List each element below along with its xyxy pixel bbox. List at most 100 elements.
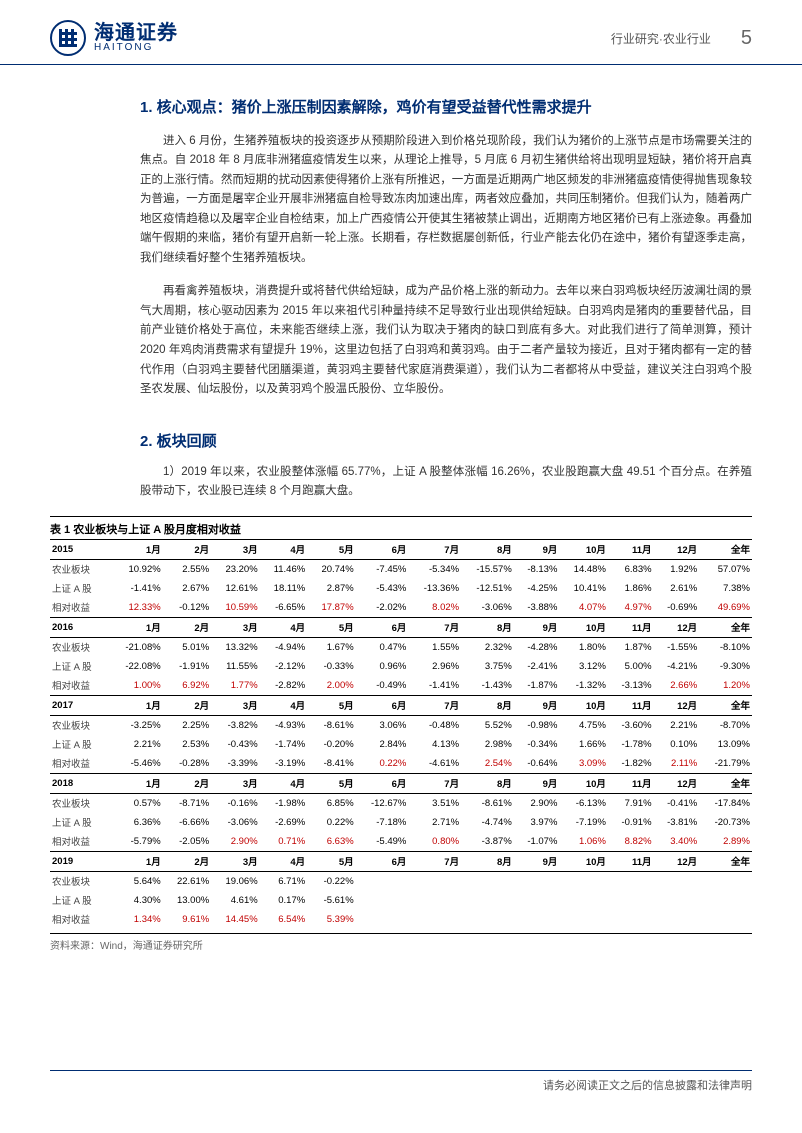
month-header: 8月 (461, 773, 514, 793)
month-header: 5月 (307, 851, 355, 871)
row-label: 上证 A 股 (50, 579, 110, 598)
month-header: 7月 (408, 617, 461, 637)
data-cell: -3.87% (461, 832, 514, 852)
month-header: 7月 (408, 773, 461, 793)
data-cell: 2.90% (211, 832, 259, 852)
data-cell: 6.54% (260, 910, 308, 929)
data-cell: 1.77% (211, 676, 259, 696)
data-cell: -7.19% (559, 813, 607, 832)
data-cell: -22.08% (110, 657, 163, 676)
month-header: 12月 (654, 539, 700, 559)
data-cell: 4.97% (608, 598, 654, 618)
data-cell: -1.41% (408, 676, 461, 696)
data-cell (559, 910, 607, 929)
data-cell: -2.82% (260, 676, 308, 696)
data-cell: 2.61% (654, 579, 700, 598)
data-cell: -8.10% (699, 637, 752, 657)
logo-cn: 海通证券 (94, 23, 178, 43)
data-cell: 8.02% (408, 598, 461, 618)
data-cell: -8.41% (307, 754, 355, 774)
month-header: 3月 (211, 851, 259, 871)
data-cell: -0.91% (608, 813, 654, 832)
data-cell: 5.00% (608, 657, 654, 676)
data-cell: 6.85% (307, 793, 355, 813)
data-cell: -3.81% (654, 813, 700, 832)
row-label: 上证 A 股 (50, 735, 110, 754)
data-cell: 3.97% (514, 813, 560, 832)
data-cell (356, 891, 409, 910)
data-cell: -7.45% (356, 559, 409, 579)
month-header: 4月 (260, 851, 308, 871)
month-header: 1月 (110, 695, 163, 715)
data-cell: 4.30% (110, 891, 163, 910)
data-cell: -0.49% (356, 676, 409, 696)
row-label: 相对收益 (50, 676, 110, 696)
month-header: 11月 (608, 539, 654, 559)
data-cell: -4.61% (408, 754, 461, 774)
month-header: 10月 (559, 695, 607, 715)
month-header: 4月 (260, 617, 308, 637)
header-right: 行业研究·农业行业 5 (611, 27, 752, 50)
month-header: 6月 (356, 773, 409, 793)
returns-table: 20151月2月3月4月5月6月7月8月9月10月11月12月全年农业板块10.… (50, 539, 752, 929)
month-header: 12月 (654, 617, 700, 637)
data-cell: -0.69% (654, 598, 700, 618)
logo-area: 海通证券 HAITONG (50, 20, 178, 56)
data-cell: -1.78% (608, 735, 654, 754)
logo-text: 海通证券 HAITONG (94, 23, 178, 53)
month-header: 3月 (211, 773, 259, 793)
year-cell: 2016 (50, 617, 110, 637)
table-row: 农业板块10.92%2.55%23.20%11.46%20.74%-7.45%-… (50, 559, 752, 579)
month-header: 11月 (608, 617, 654, 637)
data-cell: -5.49% (356, 832, 409, 852)
data-cell: 13.00% (163, 891, 211, 910)
row-label: 相对收益 (50, 754, 110, 774)
data-cell: 1.00% (110, 676, 163, 696)
data-cell: -9.30% (699, 657, 752, 676)
year-cell: 2019 (50, 851, 110, 871)
data-cell: -0.12% (163, 598, 211, 618)
data-cell: 3.75% (461, 657, 514, 676)
data-cell: -2.69% (260, 813, 308, 832)
data-cell: -8.71% (163, 793, 211, 813)
table-row: 相对收益1.34%9.61%14.45%6.54%5.39% (50, 910, 752, 929)
data-cell: -6.66% (163, 813, 211, 832)
doc-category: 行业研究·农业行业 (611, 30, 711, 47)
data-cell: 1.20% (699, 676, 752, 696)
data-cell: 6.71% (260, 871, 308, 891)
data-cell: -6.13% (559, 793, 607, 813)
year-cell: 2017 (50, 695, 110, 715)
data-cell: -5.61% (307, 891, 355, 910)
data-cell: 2.89% (699, 832, 752, 852)
month-header: 6月 (356, 617, 409, 637)
data-cell: -0.41% (654, 793, 700, 813)
data-cell (461, 871, 514, 891)
data-cell: 5.39% (307, 910, 355, 929)
data-cell: 4.61% (211, 891, 259, 910)
month-header: 10月 (559, 539, 607, 559)
month-header: 2月 (163, 695, 211, 715)
data-cell: -2.12% (260, 657, 308, 676)
month-header: 全年 (699, 617, 752, 637)
data-cell (356, 871, 409, 891)
month-header: 11月 (608, 851, 654, 871)
month-header: 3月 (211, 539, 259, 559)
section1-p2: 再看禽养殖板块，消费提升或将替代供给短缺，成为产品价格上涨的新动力。去年以来白羽… (140, 282, 752, 399)
row-label: 农业板块 (50, 871, 110, 891)
month-header: 3月 (211, 617, 259, 637)
month-header: 8月 (461, 851, 514, 871)
data-cell: 9.61% (163, 910, 211, 929)
data-cell: 2.66% (654, 676, 700, 696)
month-header: 12月 (654, 851, 700, 871)
row-label: 相对收益 (50, 832, 110, 852)
data-cell: 57.07% (699, 559, 752, 579)
data-cell (654, 871, 700, 891)
data-cell: 6.92% (163, 676, 211, 696)
data-cell: 19.06% (211, 871, 259, 891)
year-cell: 2015 (50, 539, 110, 559)
month-header: 8月 (461, 617, 514, 637)
month-header: 2月 (163, 851, 211, 871)
data-cell: -2.02% (356, 598, 409, 618)
month-header: 全年 (699, 773, 752, 793)
data-cell: -4.28% (514, 637, 560, 657)
